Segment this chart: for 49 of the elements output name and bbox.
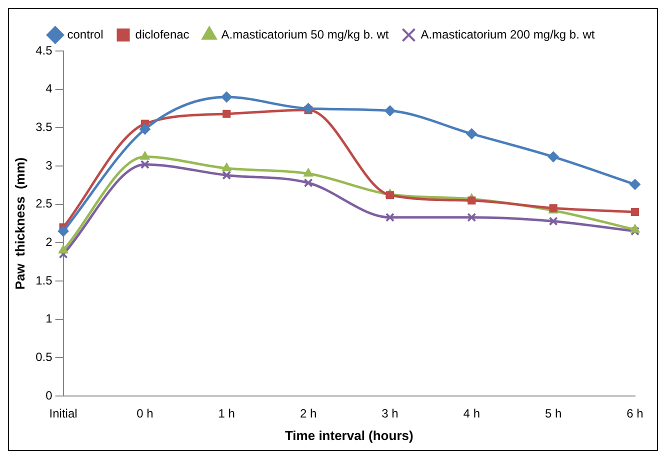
y-axis-title: Paw thickness (mm) bbox=[12, 157, 28, 290]
legend-label: A.masticatorium 50 mg/kg b. wt bbox=[221, 27, 390, 42]
point bbox=[384, 105, 396, 116]
point bbox=[467, 212, 476, 222]
x-tick-label: 5 h bbox=[544, 406, 562, 421]
y-tick-label: 0 bbox=[46, 388, 53, 402]
point bbox=[140, 151, 150, 160]
point bbox=[222, 110, 231, 118]
x-tick-label: 3 h bbox=[382, 406, 398, 421]
legend-label: diclofenac bbox=[135, 27, 190, 42]
point bbox=[466, 128, 478, 140]
point bbox=[630, 208, 640, 216]
y-tick-label: 4 bbox=[46, 82, 53, 96]
legend-label: control bbox=[67, 27, 104, 42]
point bbox=[385, 212, 395, 222]
point bbox=[548, 151, 559, 162]
point bbox=[222, 162, 232, 172]
x-axis-title: Time interval (hours) bbox=[284, 428, 414, 443]
x-tick-label: 6 h bbox=[626, 406, 644, 421]
point bbox=[468, 196, 476, 205]
point bbox=[304, 178, 313, 188]
point bbox=[548, 216, 558, 226]
point bbox=[302, 103, 314, 114]
x-tick-label: 4 h bbox=[463, 406, 480, 421]
point bbox=[58, 226, 69, 237]
y-tick-label: 3 bbox=[46, 158, 53, 172]
y-tick-label: 2 bbox=[46, 234, 53, 249]
y-tick-label: 2.5 bbox=[36, 196, 53, 211]
point bbox=[630, 226, 640, 236]
point bbox=[630, 178, 640, 190]
x-tick-label: 1 h bbox=[218, 406, 235, 421]
point bbox=[139, 124, 150, 135]
point bbox=[140, 160, 150, 169]
y-tick-label: 1 bbox=[46, 312, 53, 326]
point bbox=[222, 170, 232, 180]
point bbox=[58, 250, 68, 259]
point bbox=[58, 244, 68, 254]
x-tick-label: Initial bbox=[49, 406, 78, 421]
x-tick-label: 2 h bbox=[300, 406, 317, 421]
y-tick-label: 3.5 bbox=[36, 120, 53, 134]
y-tick-label: 4.5 bbox=[36, 43, 53, 58]
point bbox=[303, 168, 314, 177]
legend-label: A.masticatorium 200 mg/kg b. wt bbox=[420, 27, 596, 42]
x-tick-label: 0 h bbox=[136, 406, 154, 421]
point bbox=[221, 92, 232, 102]
point bbox=[630, 224, 640, 233]
y-tick-label: 1.5 bbox=[36, 273, 53, 288]
y-tick-label: 0.5 bbox=[36, 350, 53, 364]
point bbox=[386, 191, 394, 200]
